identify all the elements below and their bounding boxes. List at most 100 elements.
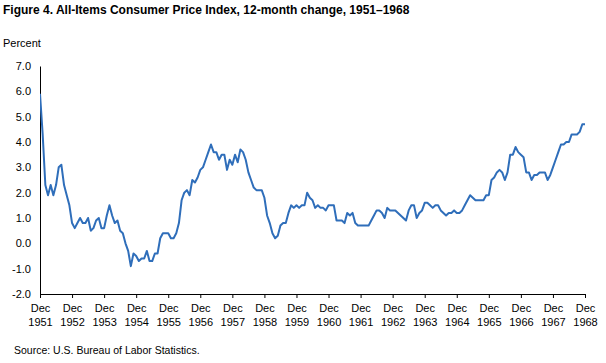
y-tick: 3.0 xyxy=(16,161,40,173)
x-axis-line xyxy=(41,295,586,299)
x-tick-label-line: 1963 xyxy=(413,316,437,328)
y-tick: 2.0 xyxy=(16,187,40,199)
x-tick: Dec 1961 xyxy=(349,294,373,328)
x-tick-mark xyxy=(393,294,394,298)
x-tick-label: Dec1953 xyxy=(92,302,116,328)
x-tick: Dec 1954 xyxy=(124,294,148,328)
x-tick: Dec1968 xyxy=(573,294,597,328)
x-tick-label-line: 1962 xyxy=(381,316,405,328)
x-tick-label: Dec1960 xyxy=(317,302,341,328)
x-tick-label-line: Dec xyxy=(576,302,596,314)
x-tick: Dec1960 xyxy=(317,294,341,328)
y-tick-label: 1.0 xyxy=(16,212,31,224)
x-tick-label: Dec 1967 xyxy=(541,302,565,328)
x-tick: Dec 1959 xyxy=(285,294,309,328)
x-tick-label-line: Dec xyxy=(319,302,339,314)
y-tick: 6.0 xyxy=(16,85,40,97)
y-tick-label: -1.0 xyxy=(12,263,31,275)
y-tick-label: 3.0 xyxy=(16,161,31,173)
x-tick: Dec 1952 xyxy=(60,294,84,328)
x-tick-label-line: Dec xyxy=(415,302,435,314)
y-axis-title: Percent xyxy=(3,37,41,49)
x-tick-label: Dec 1963 xyxy=(413,302,437,328)
x-tick: Dec1955 xyxy=(156,294,180,328)
x-tick-mark xyxy=(200,294,201,298)
title: Figure 4. All-Items Consumer Price Index… xyxy=(3,3,410,17)
x-tick-label-line: 1964 xyxy=(445,316,469,328)
x-tick-label: Dec 1962 xyxy=(381,302,405,328)
x-tick-mark xyxy=(168,294,169,298)
y-tick-label: 5.0 xyxy=(16,111,31,123)
x-tick-label: Dec1968 xyxy=(573,302,597,328)
x-tick-mark xyxy=(585,294,586,298)
x-tick-label-line: 1967 xyxy=(541,316,565,328)
x-tick-mark xyxy=(296,294,297,298)
x-tick-label-line: 1954 xyxy=(124,316,148,328)
x-tick-label-line: 1958 xyxy=(253,316,277,328)
background xyxy=(0,0,606,363)
y-tick-label: 2.0 xyxy=(16,187,31,199)
y-tick: 4.0 xyxy=(16,136,40,148)
x-tick-label-line: 1966 xyxy=(509,316,533,328)
x-tick-mark xyxy=(361,294,362,298)
x-tick-label: Dec 1959 xyxy=(285,302,309,328)
x-axis: Dec1951Dec1952Dec1953Dec1954Dec1955Dec19… xyxy=(28,294,597,328)
x-tick-mark xyxy=(457,294,458,298)
x-tick-mark xyxy=(521,294,522,298)
x-tick-label-line: Dec xyxy=(31,302,51,314)
x-tick-label-line: Dec xyxy=(447,302,467,314)
x-tick-label-line: Dec xyxy=(63,302,83,314)
x-tick-label-line: 1959 xyxy=(285,316,309,328)
x-tick: Dec1951 xyxy=(28,294,52,328)
x-tick-mark xyxy=(489,294,490,298)
x-tick-label-line: 1965 xyxy=(477,316,501,328)
x-tick-label: Dec1955 xyxy=(156,302,180,328)
x-tick-label-line: Dec xyxy=(512,302,532,314)
x-tick: Dec 1965 xyxy=(477,294,501,328)
x-tick-mark xyxy=(72,294,73,298)
x-tick-label-line: 1956 xyxy=(189,316,213,328)
x-tick-label-line: Dec xyxy=(127,302,147,314)
plot-area xyxy=(40,94,585,266)
chart-container: Figure 4. All-Items Consumer Price Index… xyxy=(0,0,606,363)
x-tick: Dec 1967 xyxy=(541,294,565,328)
x-tick-label-line: Dec xyxy=(480,302,500,314)
x-tick-label-line: Dec xyxy=(287,302,307,314)
x-tick-label: Dec1951 xyxy=(28,302,52,328)
x-tick-mark xyxy=(425,294,426,298)
x-tick-label: Dec 1965 xyxy=(477,302,501,328)
y-tick: -1.0 xyxy=(12,263,40,275)
x-tick-label: Dec 1952 xyxy=(60,302,84,328)
y-tick: 5.0 xyxy=(16,111,40,123)
x-tick-label: Dec 1961 xyxy=(349,302,373,328)
y-tick-label: 7.0 xyxy=(16,60,31,72)
x-tick-label-line: Dec xyxy=(383,302,403,314)
x-tick-mark xyxy=(232,294,233,298)
x-tick: Dec 1956 xyxy=(189,294,213,328)
y-tick: 1.0 xyxy=(16,212,40,224)
x-tick-label-line: Dec xyxy=(351,302,371,314)
x-tick-label-line: 1953 xyxy=(92,316,116,328)
x-tick-label-line: Dec xyxy=(255,302,275,314)
y-tick-label: -2.0 xyxy=(12,288,31,300)
x-tick-label-line: Dec xyxy=(544,302,564,314)
x-tick-mark xyxy=(264,294,265,298)
x-tick-mark xyxy=(329,294,330,298)
x-tick-label-line: 1952 xyxy=(60,316,84,328)
cpi-line xyxy=(40,94,585,266)
chart-svg: Figure 4. All-Items Consumer Price Index… xyxy=(0,0,606,363)
y-tick: 0.0 xyxy=(16,237,40,249)
x-tick: Dec 1958 xyxy=(253,294,277,328)
x-tick-label: Dec 1954 xyxy=(124,302,148,328)
y-tick-label: 0.0 xyxy=(16,237,31,249)
x-tick-mark xyxy=(136,294,137,298)
source-note: Source: U.S. Bureau of Labor Statistics. xyxy=(14,344,200,356)
x-tick: Dec 1964 xyxy=(445,294,469,328)
x-tick-label-line: 1957 xyxy=(221,316,245,328)
x-tick-label-line: 1961 xyxy=(349,316,373,328)
x-tick-mark xyxy=(104,294,105,298)
y-axis: -2.0 -1.0 0.0 1.0 2.0 3.0 4.0 5.0 6.0 7.0 xyxy=(12,60,40,300)
x-tick: Dec 1963 xyxy=(413,294,437,328)
x-tick-label-line: Dec xyxy=(191,302,211,314)
x-tick: Dec1957 xyxy=(221,294,245,328)
